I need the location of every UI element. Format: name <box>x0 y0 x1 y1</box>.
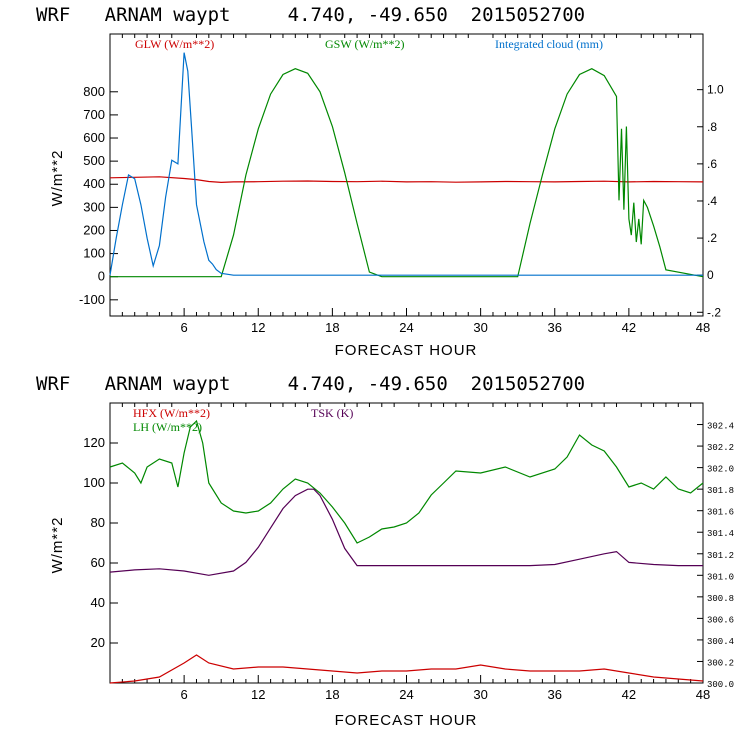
legend-cloud: Integrated cloud (mm) <box>495 37 603 51</box>
y-tick-label: 500 <box>83 153 105 168</box>
y-tick-label: 600 <box>83 130 105 145</box>
y2-tick-label: 1.0 <box>707 83 724 97</box>
fluxes-panel: WRF ARNAM waypt 4.740, -49.650 201505270… <box>36 373 734 729</box>
series-line-1 <box>110 68 704 278</box>
series-line-2 <box>109 488 703 576</box>
series-line-0 <box>109 654 704 684</box>
x-tick-label: 48 <box>696 320 710 335</box>
x-tick-label: 18 <box>325 320 339 335</box>
left-y-axis: -100 0 100 200 300 400 500 600 700 800 <box>79 84 118 307</box>
plot-frame <box>109 402 704 684</box>
x-axis: 6 12 18 24 30 36 42 48 <box>121 403 710 702</box>
x-tick-label: 36 <box>548 687 562 702</box>
right-y-axis: -.2 0 .2 .4 .6 .8 1.0 <box>697 83 724 319</box>
x-tick-label: 24 <box>399 320 413 335</box>
legend-gsw: GSW (W/m**2) <box>325 37 404 51</box>
series-lines <box>109 419 704 684</box>
y-tick-label: 0 <box>98 269 105 284</box>
chart-title: WRF ARNAM waypt 4.740, -49.650 201505270… <box>36 373 585 395</box>
x-tick-label: 12 <box>251 687 265 702</box>
y2-tick-label: .6 <box>707 157 717 171</box>
x-tick-label: 42 <box>622 320 636 335</box>
y2-tick-label: .8 <box>707 120 717 134</box>
y2-tick-label: 300.0 <box>707 680 734 690</box>
series-lines <box>109 52 704 278</box>
y-tick-label: 100 <box>83 246 105 261</box>
y2-tick-label: .4 <box>707 194 717 208</box>
y2-tick-label: 300.8 <box>707 594 734 604</box>
x-tick-label: 30 <box>473 320 487 335</box>
y-tick-label: 80 <box>91 515 105 530</box>
y2-tick-label: .2 <box>707 231 717 245</box>
series-line-1 <box>109 419 704 544</box>
y2-tick-label: 302.4 <box>707 422 734 432</box>
x-axis-label: FORECAST HOUR <box>335 712 478 729</box>
y-tick-label: 400 <box>83 176 105 191</box>
y-tick-label: 300 <box>83 199 105 214</box>
right-y-axis: 300.0 300.2 300.4 300.6 300.8 301.0 301.2 301.4… <box>697 422 734 690</box>
series-line-2 <box>109 52 703 276</box>
y2-tick-label: 300.6 <box>707 615 734 625</box>
legend-lh: LH (W/m**2) <box>133 420 202 434</box>
series-line-0 <box>109 176 704 184</box>
x-tick-label: 36 <box>548 320 562 335</box>
y2-tick-label: -.2 <box>707 305 721 319</box>
y2-tick-label: 0 <box>707 268 714 282</box>
y2-tick-label: 301.0 <box>707 572 734 582</box>
y-tick-label: -100 <box>79 292 105 307</box>
forcing-panel: WRF ARNAM waypt 4.740, -49.650 201505270… <box>36 4 724 359</box>
x-tick-label: 6 <box>181 687 188 702</box>
y-axis-label: W/m**2 <box>49 517 66 574</box>
y2-tick-label: 300.4 <box>707 637 734 647</box>
y-tick-label: 700 <box>83 107 105 122</box>
x-tick-label: 24 <box>399 687 413 702</box>
x-tick-label: 30 <box>473 687 487 702</box>
y-tick-label: 20 <box>91 635 105 650</box>
y-tick-label: 120 <box>83 435 105 450</box>
x-tick-label: 6 <box>181 320 188 335</box>
chart-title: WRF ARNAM waypt 4.740, -49.650 201505270… <box>36 4 585 26</box>
y-tick-label: 200 <box>83 222 105 237</box>
y2-tick-label: 300.2 <box>707 658 734 668</box>
legend-tsk: TSK (K) <box>311 406 353 420</box>
x-axis: 6 12 18 24 30 36 42 48 <box>121 34 710 335</box>
x-tick-label: 18 <box>325 687 339 702</box>
left-y-axis: 20 40 60 80 100 120 <box>83 435 118 650</box>
x-axis-label: FORECAST HOUR <box>335 342 478 359</box>
y-tick-label: 100 <box>83 475 105 490</box>
y2-tick-label: 301.6 <box>707 508 734 518</box>
y2-tick-label: 301.8 <box>707 486 734 496</box>
x-tick-label: 48 <box>696 687 710 702</box>
y2-tick-label: 301.2 <box>707 551 734 561</box>
y-axis-label: W/m**2 <box>49 150 66 207</box>
legend-hfx: HFX (W/m**2) <box>133 406 210 420</box>
y-tick-label: 60 <box>91 555 105 570</box>
plot-frame <box>109 33 704 317</box>
y2-tick-label: 301.4 <box>707 529 734 539</box>
y2-tick-label: 302.0 <box>707 465 734 475</box>
x-tick-label: 42 <box>622 687 636 702</box>
legend-glw: GLW (W/m**2) <box>135 37 214 51</box>
y2-tick-label: 302.2 <box>707 443 734 453</box>
x-tick-label: 12 <box>251 320 265 335</box>
y-tick-label: 800 <box>83 84 105 99</box>
y-tick-label: 40 <box>91 595 105 610</box>
